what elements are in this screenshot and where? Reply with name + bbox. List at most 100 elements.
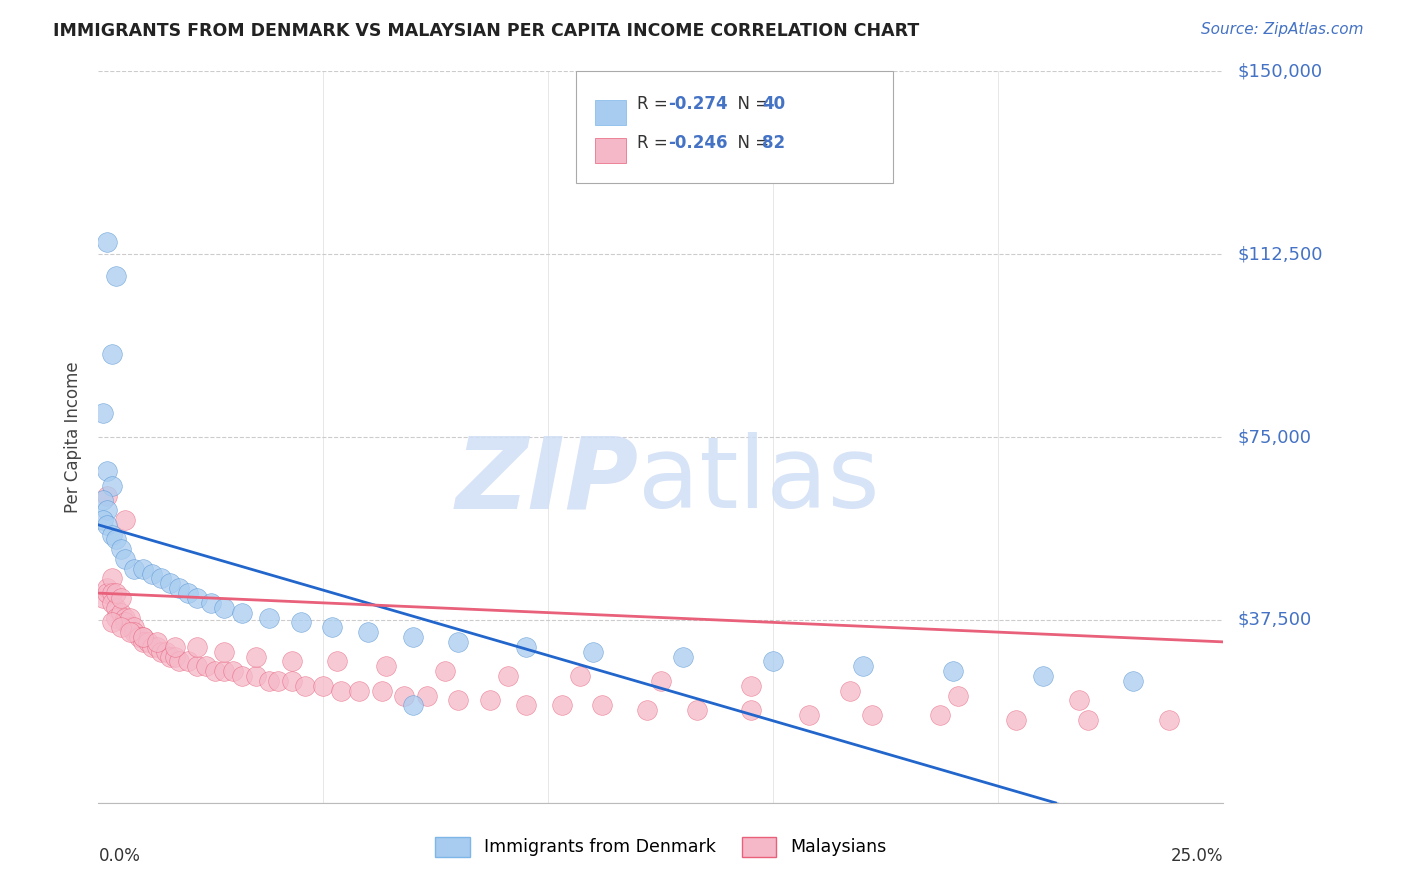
- Point: [124, 562, 146, 576]
- Point: [231, 669, 253, 683]
- Point: [114, 610, 136, 624]
- Point: [101, 347, 124, 361]
- Text: atlas: atlas: [638, 433, 880, 530]
- Point: [946, 689, 969, 703]
- Point: [96, 586, 118, 600]
- Point: [132, 630, 155, 644]
- Point: [186, 659, 208, 673]
- Point: [245, 669, 267, 683]
- Point: [159, 576, 181, 591]
- Point: [294, 679, 316, 693]
- Point: [155, 645, 177, 659]
- Point: [447, 635, 470, 649]
- Point: [141, 566, 163, 581]
- Point: [105, 533, 128, 547]
- Text: R =: R =: [637, 95, 673, 113]
- Point: [150, 645, 173, 659]
- Point: [330, 683, 353, 698]
- Point: [118, 625, 141, 640]
- Point: [146, 640, 169, 654]
- Point: [852, 659, 875, 673]
- Point: [290, 615, 312, 630]
- Point: [222, 664, 245, 678]
- Point: [551, 698, 574, 713]
- Point: [91, 406, 114, 420]
- Point: [96, 489, 118, 503]
- Point: [394, 689, 416, 703]
- Point: [114, 552, 136, 566]
- Text: Source: ZipAtlas.com: Source: ZipAtlas.com: [1201, 22, 1364, 37]
- Point: [124, 625, 146, 640]
- Point: [110, 591, 132, 605]
- Point: [636, 703, 658, 717]
- Point: [101, 615, 124, 630]
- Point: [96, 503, 118, 517]
- Text: 25.0%: 25.0%: [1171, 847, 1223, 864]
- Point: [214, 664, 236, 678]
- Point: [150, 572, 173, 586]
- Point: [860, 708, 883, 723]
- Point: [214, 645, 236, 659]
- Point: [163, 649, 186, 664]
- Text: -0.246: -0.246: [668, 134, 727, 152]
- Point: [91, 493, 114, 508]
- Point: [204, 664, 226, 678]
- Point: [132, 562, 155, 576]
- Point: [496, 669, 519, 683]
- Point: [177, 586, 200, 600]
- Point: [326, 654, 349, 668]
- Point: [1005, 713, 1028, 727]
- Point: [259, 610, 281, 624]
- Point: [159, 649, 181, 664]
- Point: [433, 664, 456, 678]
- Point: [799, 708, 821, 723]
- Point: [478, 693, 501, 707]
- Point: [245, 649, 267, 664]
- Point: [169, 654, 191, 668]
- Text: 40: 40: [762, 95, 785, 113]
- Point: [141, 640, 163, 654]
- Point: [357, 625, 380, 640]
- Point: [1122, 673, 1144, 688]
- Point: [515, 698, 537, 713]
- Text: $150,000: $150,000: [1237, 62, 1322, 80]
- Point: [186, 591, 208, 605]
- Point: [91, 513, 114, 527]
- Point: [447, 693, 470, 707]
- Point: [132, 630, 155, 644]
- Point: [114, 615, 136, 630]
- Point: [101, 586, 124, 600]
- Point: [101, 527, 124, 541]
- Point: [110, 606, 132, 620]
- Point: [281, 654, 304, 668]
- Point: [259, 673, 281, 688]
- Point: [1032, 669, 1054, 683]
- Point: [114, 513, 136, 527]
- Point: [942, 664, 965, 678]
- Point: [568, 669, 591, 683]
- Point: [1069, 693, 1091, 707]
- Point: [515, 640, 537, 654]
- Point: [838, 683, 860, 698]
- Point: [105, 269, 128, 284]
- Point: [96, 464, 118, 478]
- Point: [582, 645, 605, 659]
- Point: [101, 572, 124, 586]
- Text: $37,500: $37,500: [1237, 611, 1312, 629]
- Point: [105, 600, 128, 615]
- Point: [186, 640, 208, 654]
- Point: [118, 610, 141, 624]
- Point: [371, 683, 394, 698]
- Point: [146, 635, 169, 649]
- Point: [402, 630, 425, 644]
- Point: [214, 600, 236, 615]
- Point: [96, 581, 118, 595]
- Point: [416, 689, 439, 703]
- Point: [1077, 713, 1099, 727]
- Point: [169, 581, 191, 595]
- Point: [136, 635, 159, 649]
- Point: [132, 635, 155, 649]
- Point: [195, 659, 218, 673]
- Legend: Immigrants from Denmark, Malaysians: Immigrants from Denmark, Malaysians: [429, 830, 893, 863]
- Point: [650, 673, 672, 688]
